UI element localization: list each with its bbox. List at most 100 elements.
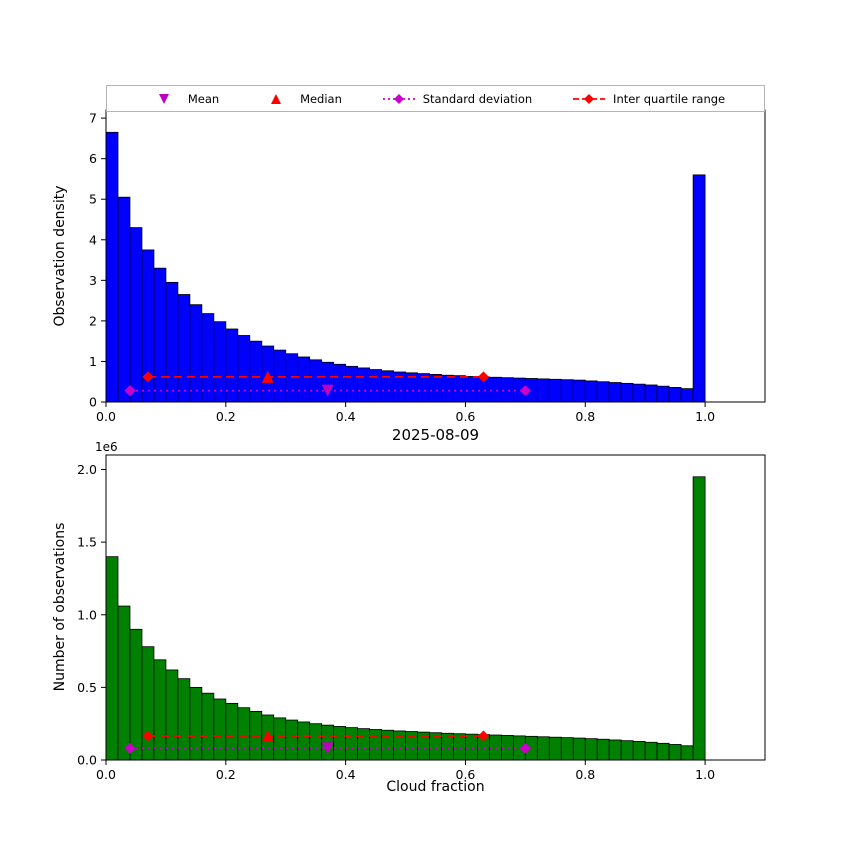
histogram-bar — [692, 174, 706, 403]
histogram-bar — [680, 388, 694, 403]
histogram-bar — [165, 281, 179, 403]
x-tick-label: 0.8 — [575, 409, 595, 424]
histogram-bar — [596, 381, 610, 403]
histogram-bar — [141, 646, 155, 761]
ylabel-observation-density: Observation density — [52, 185, 68, 327]
y-tick-label: 7 — [89, 111, 97, 126]
legend-label: Inter quartile range — [613, 91, 726, 106]
histogram-bar — [644, 741, 658, 761]
iqr-high-diamond-icon — [477, 371, 489, 383]
histogram-bar — [333, 363, 347, 403]
x-tick-label: 0.0 — [96, 767, 116, 782]
histogram-bar — [465, 376, 478, 403]
ylabel-number-of-observations: Number of observations — [52, 522, 68, 692]
y-tick-label: 1.5 — [77, 535, 97, 550]
xlabel-cloud-fraction: Cloud fraction — [386, 779, 485, 795]
histogram-bar — [153, 659, 167, 761]
histogram-bar — [536, 378, 550, 403]
histogram-bar — [441, 732, 454, 761]
histogram-bar — [429, 374, 442, 403]
histogram-bar — [153, 267, 167, 403]
histogram-bar — [237, 707, 251, 761]
histogram-bar — [117, 196, 131, 403]
legend-item: Mean — [146, 92, 219, 106]
histogram-bar — [369, 369, 382, 403]
histogram-bar — [177, 294, 191, 403]
histogram-bar — [297, 356, 311, 403]
y-tick-label: 0.5 — [77, 680, 97, 695]
histogram-bar — [584, 380, 598, 403]
legend-diamond-icon — [393, 93, 404, 104]
legend-triangle-up-icon — [271, 93, 282, 104]
histogram-bar — [417, 373, 430, 403]
histogram-bar — [105, 131, 119, 403]
x-tick-label: 0.2 — [216, 767, 236, 782]
y-tick-label: 2.0 — [77, 462, 97, 477]
histogram-bar — [273, 717, 287, 761]
histogram-bar — [201, 313, 215, 403]
histogram-bar — [381, 729, 394, 761]
histogram-bar — [620, 740, 634, 761]
histogram-bar — [285, 719, 299, 761]
histogram-bar — [656, 742, 670, 761]
std-low-diamond-icon — [124, 385, 136, 397]
histogram-bar — [668, 744, 682, 761]
histogram-bar — [345, 365, 359, 403]
legend-diamond-icon — [584, 93, 595, 104]
x-tick-label: 1.0 — [695, 767, 715, 782]
iqr-high-diamond-icon — [477, 730, 489, 742]
histogram-bar — [465, 733, 478, 761]
x-tick-label: 0.4 — [336, 409, 356, 424]
mean-triangle-icon — [321, 384, 334, 397]
triangle-up-icon — [271, 93, 282, 104]
y-tick-label: 1 — [89, 354, 97, 369]
histogram-bar — [165, 669, 179, 761]
histogram-bar — [309, 723, 323, 761]
histogram-bar — [201, 692, 215, 761]
std-high-diamond-icon — [519, 742, 531, 754]
iqr-low-diamond-icon — [142, 371, 154, 383]
bars — [105, 476, 706, 761]
histogram-bar — [453, 733, 466, 761]
y-tick-label: 6 — [89, 151, 97, 166]
bars — [105, 131, 706, 403]
x-tick-label: 0.6 — [456, 767, 476, 782]
legend-triangle-down-icon — [158, 93, 169, 104]
histogram-bar — [369, 729, 382, 761]
histogram-bar — [489, 376, 502, 403]
y-axis-offset-label: 1e6 — [95, 440, 118, 454]
y-tick-label: 2 — [89, 313, 97, 328]
iqr-low-diamond-icon — [142, 730, 154, 742]
observation-density-histogram: 0 1 2 3 4 5 6 7 0.0 0.2 0.4 0.6 0.8 1.0 — [89, 109, 766, 424]
legend-label: Standard deviation — [422, 91, 533, 106]
histogram-bar — [189, 304, 203, 403]
y-tick-label: 1.0 — [77, 607, 97, 622]
histogram-bar — [572, 379, 586, 403]
histogram-bar — [357, 728, 370, 761]
histogram-bar — [333, 726, 347, 761]
histogram-bar — [656, 385, 670, 403]
median-triangle-icon — [261, 370, 274, 383]
figure-title: 2025-08-09 — [391, 426, 480, 444]
x-tick-label: 0.4 — [336, 767, 356, 782]
x-tick-label: 0.0 — [96, 409, 116, 424]
observation-count-histogram: 0.0 0.5 1.0 1.5 2.0 0.0 0.2 0.4 0.6 0.8 1.0 — [77, 454, 766, 782]
y-tick-label: 5 — [89, 192, 97, 207]
histogram-bar — [285, 353, 299, 403]
histogram-bar — [560, 379, 574, 403]
y-tick-label: 4 — [89, 232, 97, 247]
histogram-bar — [596, 738, 610, 761]
std-low-diamond-icon — [124, 742, 136, 754]
histogram-bar — [129, 227, 143, 403]
std-high-diamond-icon — [519, 385, 531, 397]
triangle-down-icon — [158, 93, 169, 104]
x-tick-label: 0.2 — [216, 409, 236, 424]
histogram-bar — [644, 384, 658, 403]
diamond-icon — [573, 93, 606, 104]
histogram-bar — [608, 382, 622, 403]
y-tick-label: 0.0 — [77, 753, 97, 768]
histogram-bar — [117, 605, 131, 761]
histogram-bar — [632, 383, 646, 403]
